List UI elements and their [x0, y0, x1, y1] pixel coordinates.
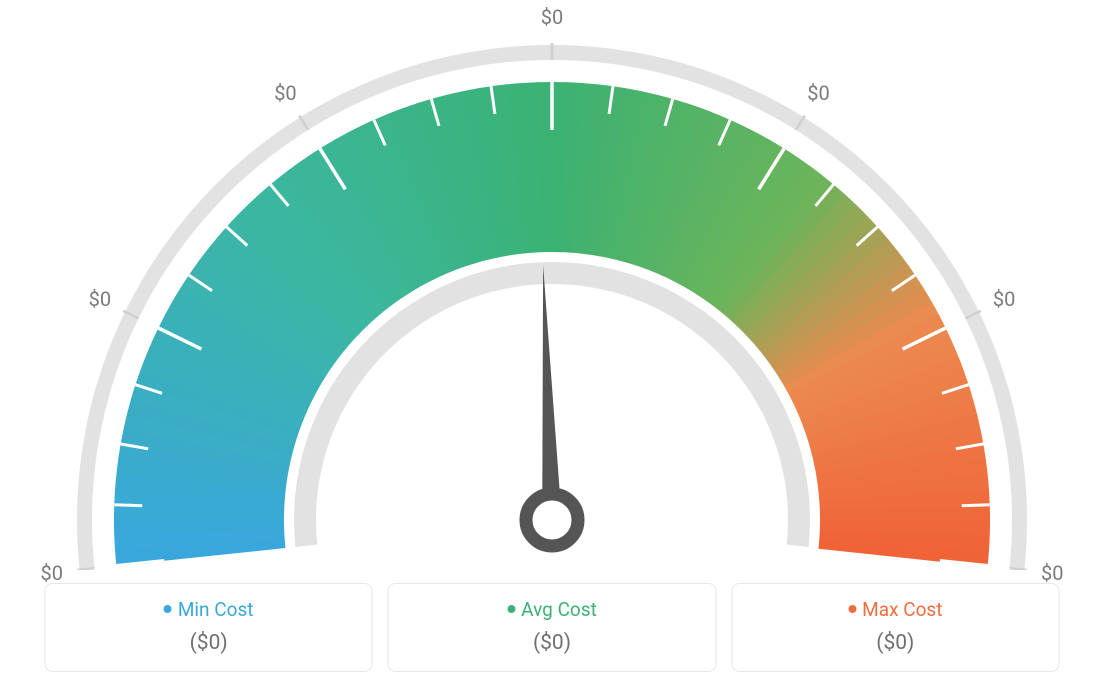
- legend-card-min: Min Cost ($0): [45, 583, 373, 672]
- gauge-scale-label: $0: [1041, 561, 1063, 585]
- gauge-scale-label: $0: [993, 287, 1015, 311]
- legend-title-text: Avg Cost: [521, 598, 597, 621]
- dot-icon: [848, 605, 856, 613]
- legend-title-text: Max Cost: [862, 598, 942, 621]
- gauge-svg: [42, 10, 1062, 570]
- gauge-scale-label: $0: [274, 81, 296, 105]
- dot-icon: [164, 605, 172, 613]
- dot-icon: [507, 605, 515, 613]
- cost-gauge-widget: $0 $0 $0 $0 $0 $0 $0 Min Cost ($0) Avg Cost ($…: [0, 0, 1104, 690]
- legend-card-max: Max Cost ($0): [731, 583, 1059, 672]
- legend-row: Min Cost ($0) Avg Cost ($0) Max Cost ($0…: [45, 583, 1060, 672]
- gauge-chart: $0$0$0$0$0$0$0: [42, 0, 1062, 560]
- legend-value-min: ($0): [56, 631, 362, 655]
- gauge-scale-label: $0: [41, 561, 63, 585]
- legend-value-avg: ($0): [399, 631, 705, 655]
- legend-title-text: Min Cost: [178, 598, 254, 621]
- legend-title-avg: Avg Cost: [399, 598, 705, 621]
- gauge-scale-label: $0: [541, 5, 563, 29]
- gauge-scale-label: $0: [807, 81, 829, 105]
- gauge-scale-label: $0: [89, 287, 111, 311]
- legend-card-avg: Avg Cost ($0): [388, 583, 716, 672]
- legend-title-min: Min Cost: [56, 598, 362, 621]
- legend-title-max: Max Cost: [742, 598, 1048, 621]
- legend-value-max: ($0): [742, 631, 1048, 655]
